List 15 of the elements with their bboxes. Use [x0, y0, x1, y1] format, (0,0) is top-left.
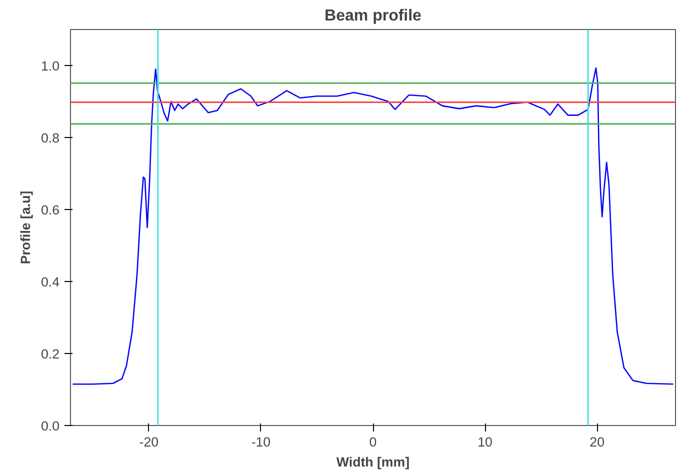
y-tick-label: 0.6: [40, 202, 60, 218]
line-series: [72, 67, 674, 385]
y-axis-title: Profile [a.u]: [18, 190, 33, 264]
y-tick-label: 0.4: [40, 274, 60, 290]
x-tick-label: 20: [590, 434, 604, 450]
y-tick-label: 1.0: [40, 58, 60, 74]
x-axis-title: Width [mm]: [336, 454, 410, 470]
chart-title: Beam profile: [324, 8, 422, 24]
y-tick-label: 0.0: [40, 418, 60, 434]
x-tick-label: -10: [251, 434, 271, 450]
x-tick-label: -20: [139, 434, 159, 450]
y-tick-label: 0.2: [40, 346, 60, 362]
y-tick-label: 0.8: [40, 130, 60, 146]
x-tick-label: 10: [478, 434, 492, 450]
x-tick-label: 0: [369, 434, 377, 450]
